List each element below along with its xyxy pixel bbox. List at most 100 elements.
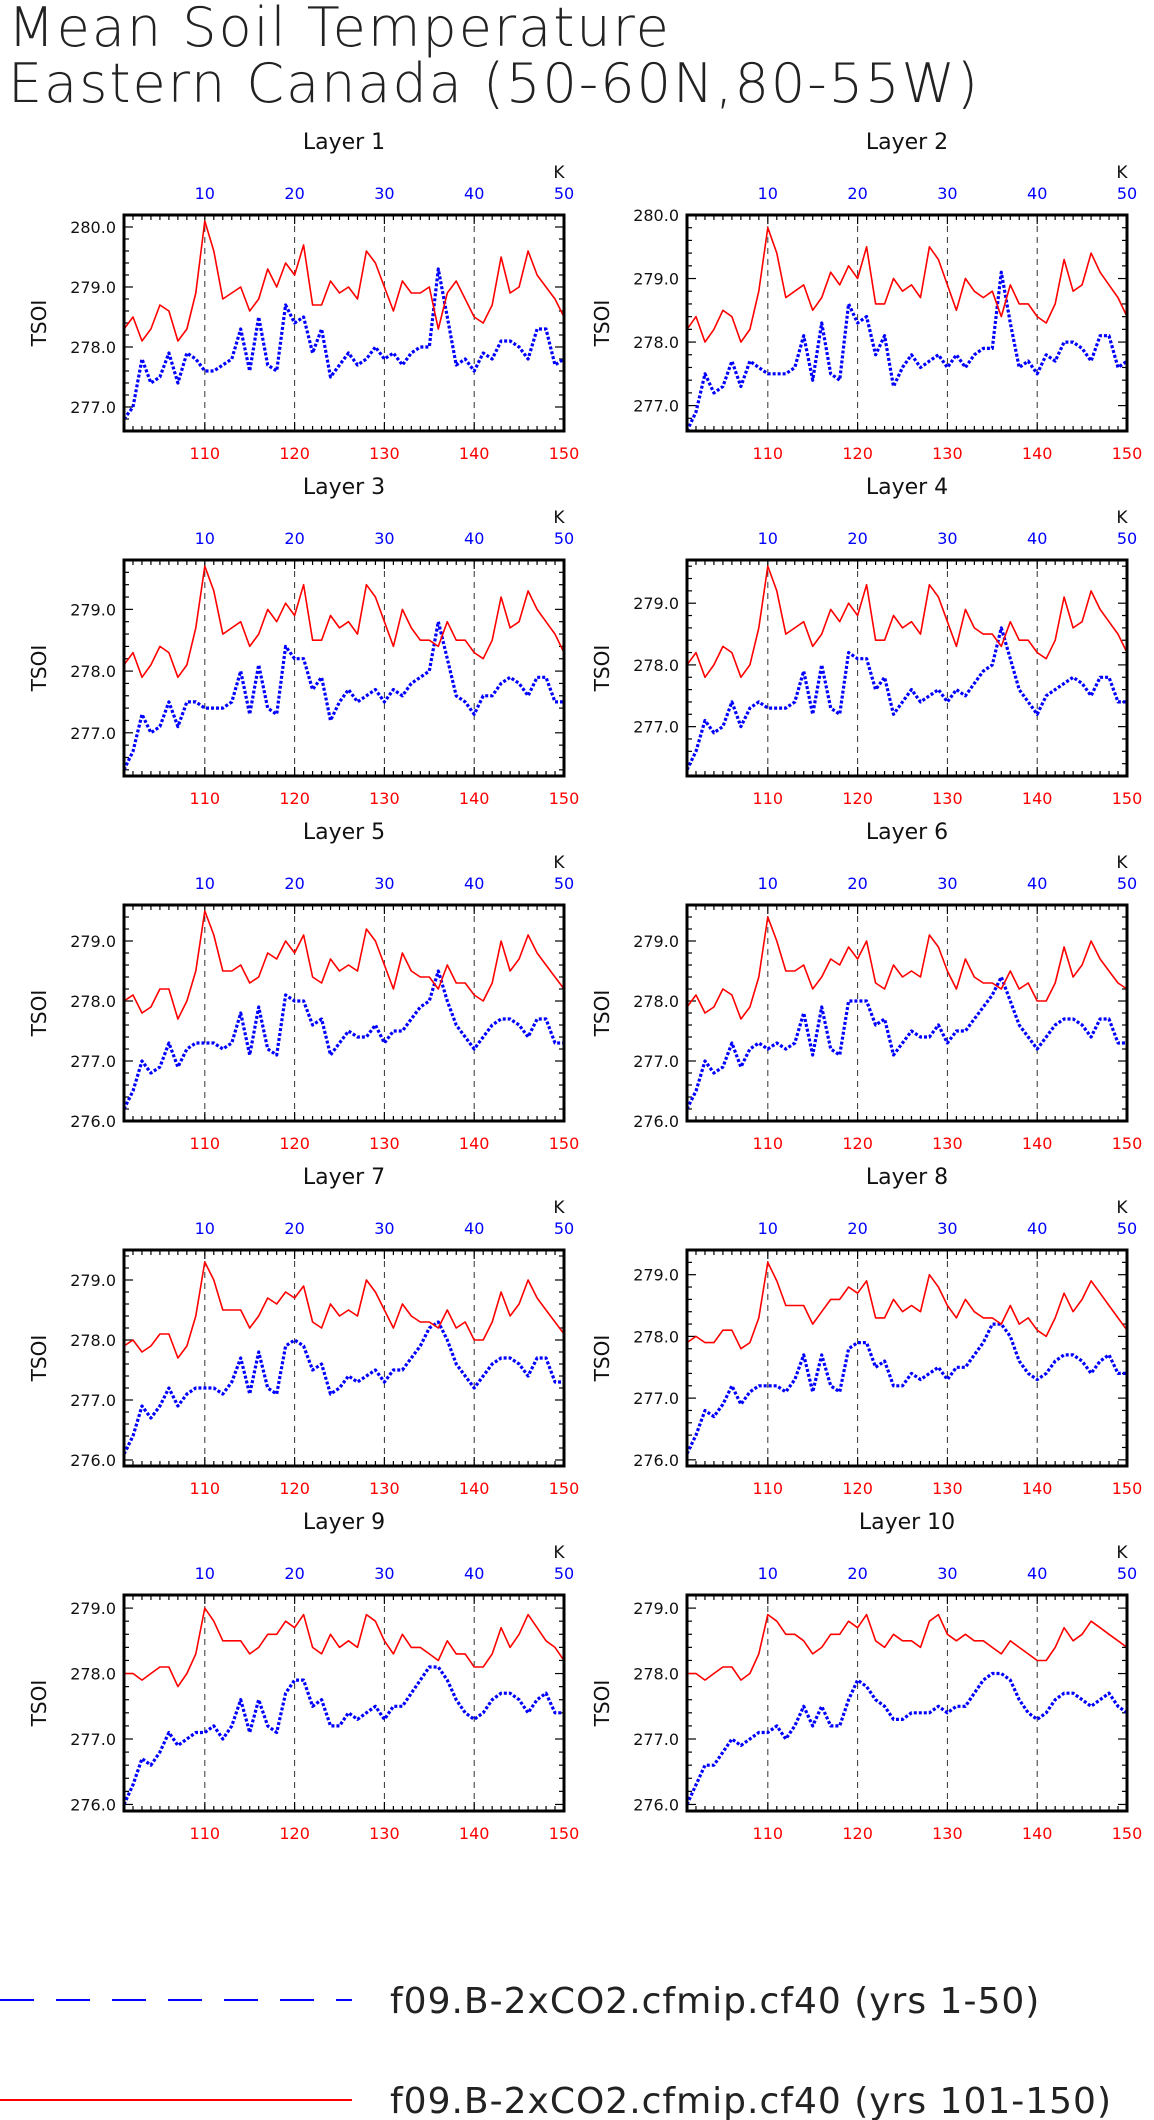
y-axis-label: TSOI bbox=[27, 1680, 51, 1728]
top-axis-label: K bbox=[553, 853, 565, 873]
bottom-tick-label: 110 bbox=[753, 444, 784, 463]
series-line-red bbox=[124, 1607, 565, 1688]
top-tick-label: 10 bbox=[758, 874, 778, 893]
y-tick-label: 278.0 bbox=[633, 333, 679, 352]
bottom-tick-label: 130 bbox=[369, 1479, 400, 1498]
top-tick-label: 20 bbox=[284, 529, 304, 548]
y-tick-label: 280.0 bbox=[633, 206, 679, 225]
series-line-blue bbox=[122, 620, 564, 771]
top-tick-label: 30 bbox=[374, 529, 394, 548]
bottom-tick-label: 120 bbox=[279, 1479, 310, 1498]
top-tick-label: 10 bbox=[195, 529, 215, 548]
top-axis-label: K bbox=[553, 508, 565, 528]
bottom-tick-label: 110 bbox=[753, 1824, 784, 1843]
y-tick-label: 279.0 bbox=[633, 932, 679, 951]
panel-layer-8: Layer 8 K 276.0 277.0 278.0 279.0 10 20 30 40 50 11… bbox=[590, 1165, 1142, 1498]
bottom-tick-label: 130 bbox=[932, 789, 963, 808]
top-tick-label: 40 bbox=[464, 529, 484, 548]
bottom-tick-label: 120 bbox=[842, 1824, 873, 1843]
chart-grid: Layer 1 K 277.0 278.0 279.0 280.0 10 20 30 40 50 11… bbox=[27, 130, 1143, 1843]
y-tick-label: 277.0 bbox=[70, 1052, 116, 1071]
panel-layer-4: Layer 4 K 277.0 278.0 279.0 10 20 30 40 50 110 120 1… bbox=[590, 475, 1142, 808]
panel-title: Layer 1 bbox=[303, 130, 385, 155]
plot-frame bbox=[685, 558, 1129, 778]
bottom-tick-label: 140 bbox=[459, 1824, 490, 1843]
bottom-tick-label: 120 bbox=[279, 789, 310, 808]
top-tick-label: 10 bbox=[758, 1219, 778, 1238]
y-tick-label: 278.0 bbox=[633, 656, 679, 675]
bottom-tick-label: 150 bbox=[549, 444, 580, 463]
y-tick-label: 278.0 bbox=[70, 662, 116, 681]
bottom-tick-label: 150 bbox=[549, 1824, 580, 1843]
top-tick-label: 10 bbox=[195, 874, 215, 893]
bottom-tick-label: 130 bbox=[369, 444, 400, 463]
y-axis-label: TSOI bbox=[27, 645, 51, 693]
series-line-blue bbox=[685, 1671, 1128, 1806]
series-line-blue bbox=[122, 1665, 564, 1806]
plot-frame bbox=[685, 1248, 1129, 1468]
y-tick-label: 280.0 bbox=[70, 218, 116, 237]
y-tick-label: 277.0 bbox=[70, 724, 116, 743]
panel-layer-3: Layer 3 K 277.0 278.0 279.0 10 20 30 40 50 110 120 1… bbox=[27, 475, 579, 808]
top-tick-label: 20 bbox=[847, 874, 867, 893]
plot-frame bbox=[122, 558, 566, 778]
top-tick-label: 50 bbox=[1117, 1219, 1137, 1238]
top-tick-label: 30 bbox=[374, 874, 394, 893]
y-tick-label: 277.0 bbox=[633, 1052, 679, 1071]
y-tick-label: 276.0 bbox=[633, 1795, 679, 1814]
bottom-tick-label: 110 bbox=[190, 789, 221, 808]
top-tick-label: 30 bbox=[937, 874, 957, 893]
panel-layer-6: Layer 6 K 276.0 277.0 278.0 279.0 10 20 30 40 50 11… bbox=[590, 820, 1142, 1153]
bottom-tick-label: 120 bbox=[842, 1479, 873, 1498]
top-tick-label: 50 bbox=[1117, 874, 1137, 893]
top-tick-label: 30 bbox=[937, 529, 957, 548]
top-tick-label: 10 bbox=[758, 529, 778, 548]
y-tick-label: 276.0 bbox=[70, 1795, 116, 1814]
y-tick-label: 277.0 bbox=[633, 1389, 679, 1408]
bottom-tick-label: 150 bbox=[1112, 789, 1143, 808]
top-tick-label: 50 bbox=[554, 1564, 574, 1583]
top-tick-label: 30 bbox=[374, 1564, 394, 1583]
y-tick-label: 278.0 bbox=[633, 992, 679, 1011]
plot-frame bbox=[122, 213, 566, 433]
top-tick-label: 40 bbox=[464, 1219, 484, 1238]
bottom-tick-label: 140 bbox=[459, 1479, 490, 1498]
bottom-tick-label: 130 bbox=[369, 1134, 400, 1153]
top-tick-label: 50 bbox=[1117, 184, 1137, 203]
y-tick-label: 278.0 bbox=[70, 992, 116, 1011]
panel-title: Layer 8 bbox=[866, 1165, 948, 1190]
top-tick-label: 10 bbox=[758, 184, 778, 203]
panel-title: Layer 5 bbox=[303, 820, 385, 845]
top-axis-label: K bbox=[553, 163, 565, 183]
bottom-tick-label: 110 bbox=[753, 1134, 784, 1153]
series-line-red bbox=[686, 1261, 1128, 1350]
plot-frame bbox=[685, 903, 1129, 1123]
bottom-tick-label: 120 bbox=[842, 1134, 873, 1153]
bottom-tick-label: 140 bbox=[459, 1134, 490, 1153]
top-tick-label: 50 bbox=[554, 184, 574, 203]
bottom-tick-label: 150 bbox=[1112, 1134, 1143, 1153]
top-tick-label: 20 bbox=[284, 874, 304, 893]
top-tick-label: 20 bbox=[284, 184, 304, 203]
bottom-tick-label: 150 bbox=[1112, 1824, 1143, 1843]
top-tick-label: 10 bbox=[195, 1219, 215, 1238]
plot-frame bbox=[122, 1248, 566, 1468]
y-tick-label: 279.0 bbox=[633, 270, 679, 289]
top-tick-label: 40 bbox=[1027, 529, 1047, 548]
panel-title: Layer 2 bbox=[866, 130, 948, 155]
series-line-red bbox=[686, 565, 1128, 679]
y-tick-label: 276.0 bbox=[70, 1112, 116, 1131]
y-tick-label: 277.0 bbox=[70, 1730, 116, 1749]
bottom-tick-label: 110 bbox=[753, 1479, 784, 1498]
y-tick-label: 279.0 bbox=[633, 594, 679, 613]
bottom-tick-label: 130 bbox=[932, 1134, 963, 1153]
top-tick-label: 40 bbox=[464, 184, 484, 203]
series-line-red bbox=[123, 1261, 565, 1359]
y-tick-label: 279.0 bbox=[70, 600, 116, 619]
top-axis-label: K bbox=[1116, 853, 1128, 873]
plot-frame bbox=[122, 1593, 566, 1813]
bottom-tick-label: 120 bbox=[279, 1824, 310, 1843]
panel-layer-5: Layer 5 K 276.0 277.0 278.0 279.0 10 20 30 40 50 11… bbox=[27, 820, 579, 1153]
bottom-tick-label: 130 bbox=[369, 789, 400, 808]
y-tick-label: 276.0 bbox=[633, 1451, 679, 1470]
